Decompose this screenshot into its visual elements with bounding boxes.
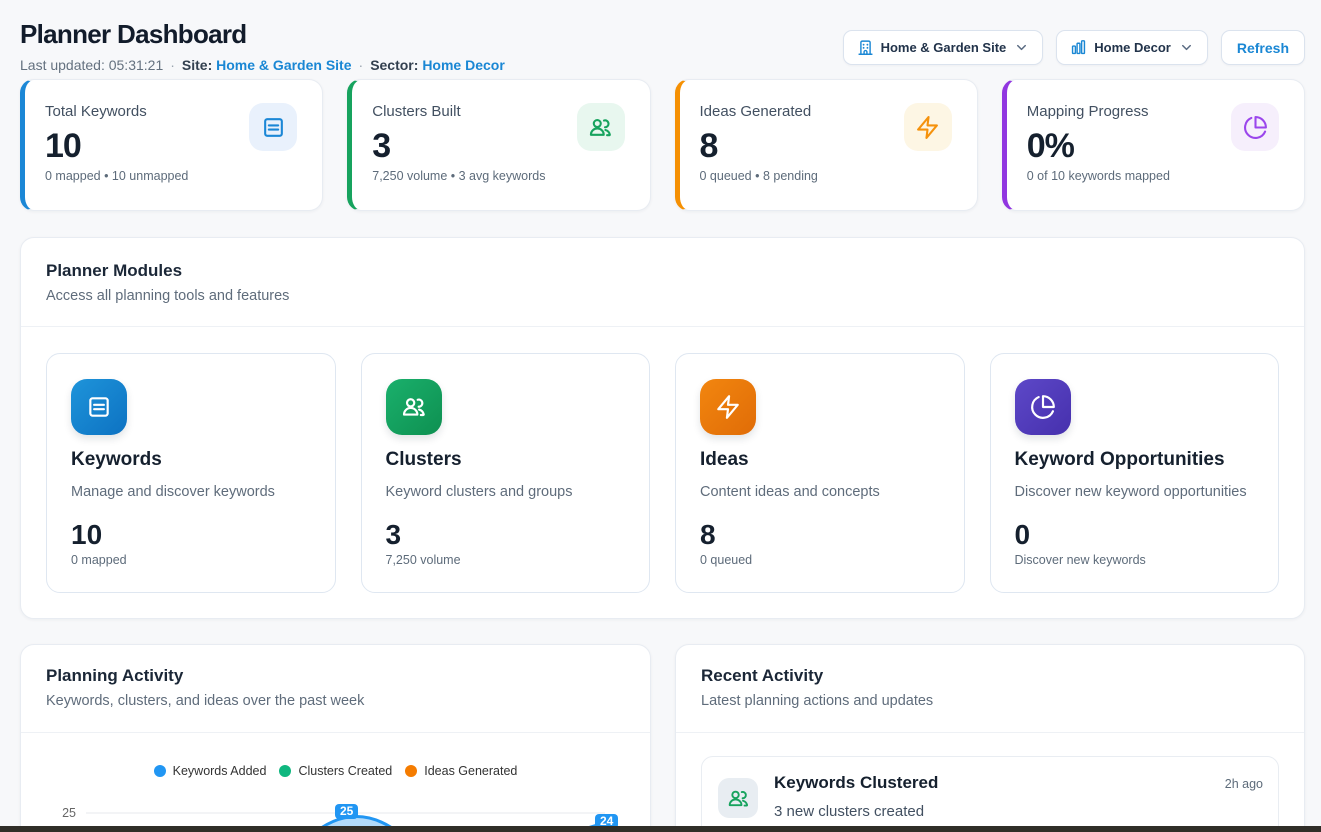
svg-text:25: 25 [62,806,76,820]
